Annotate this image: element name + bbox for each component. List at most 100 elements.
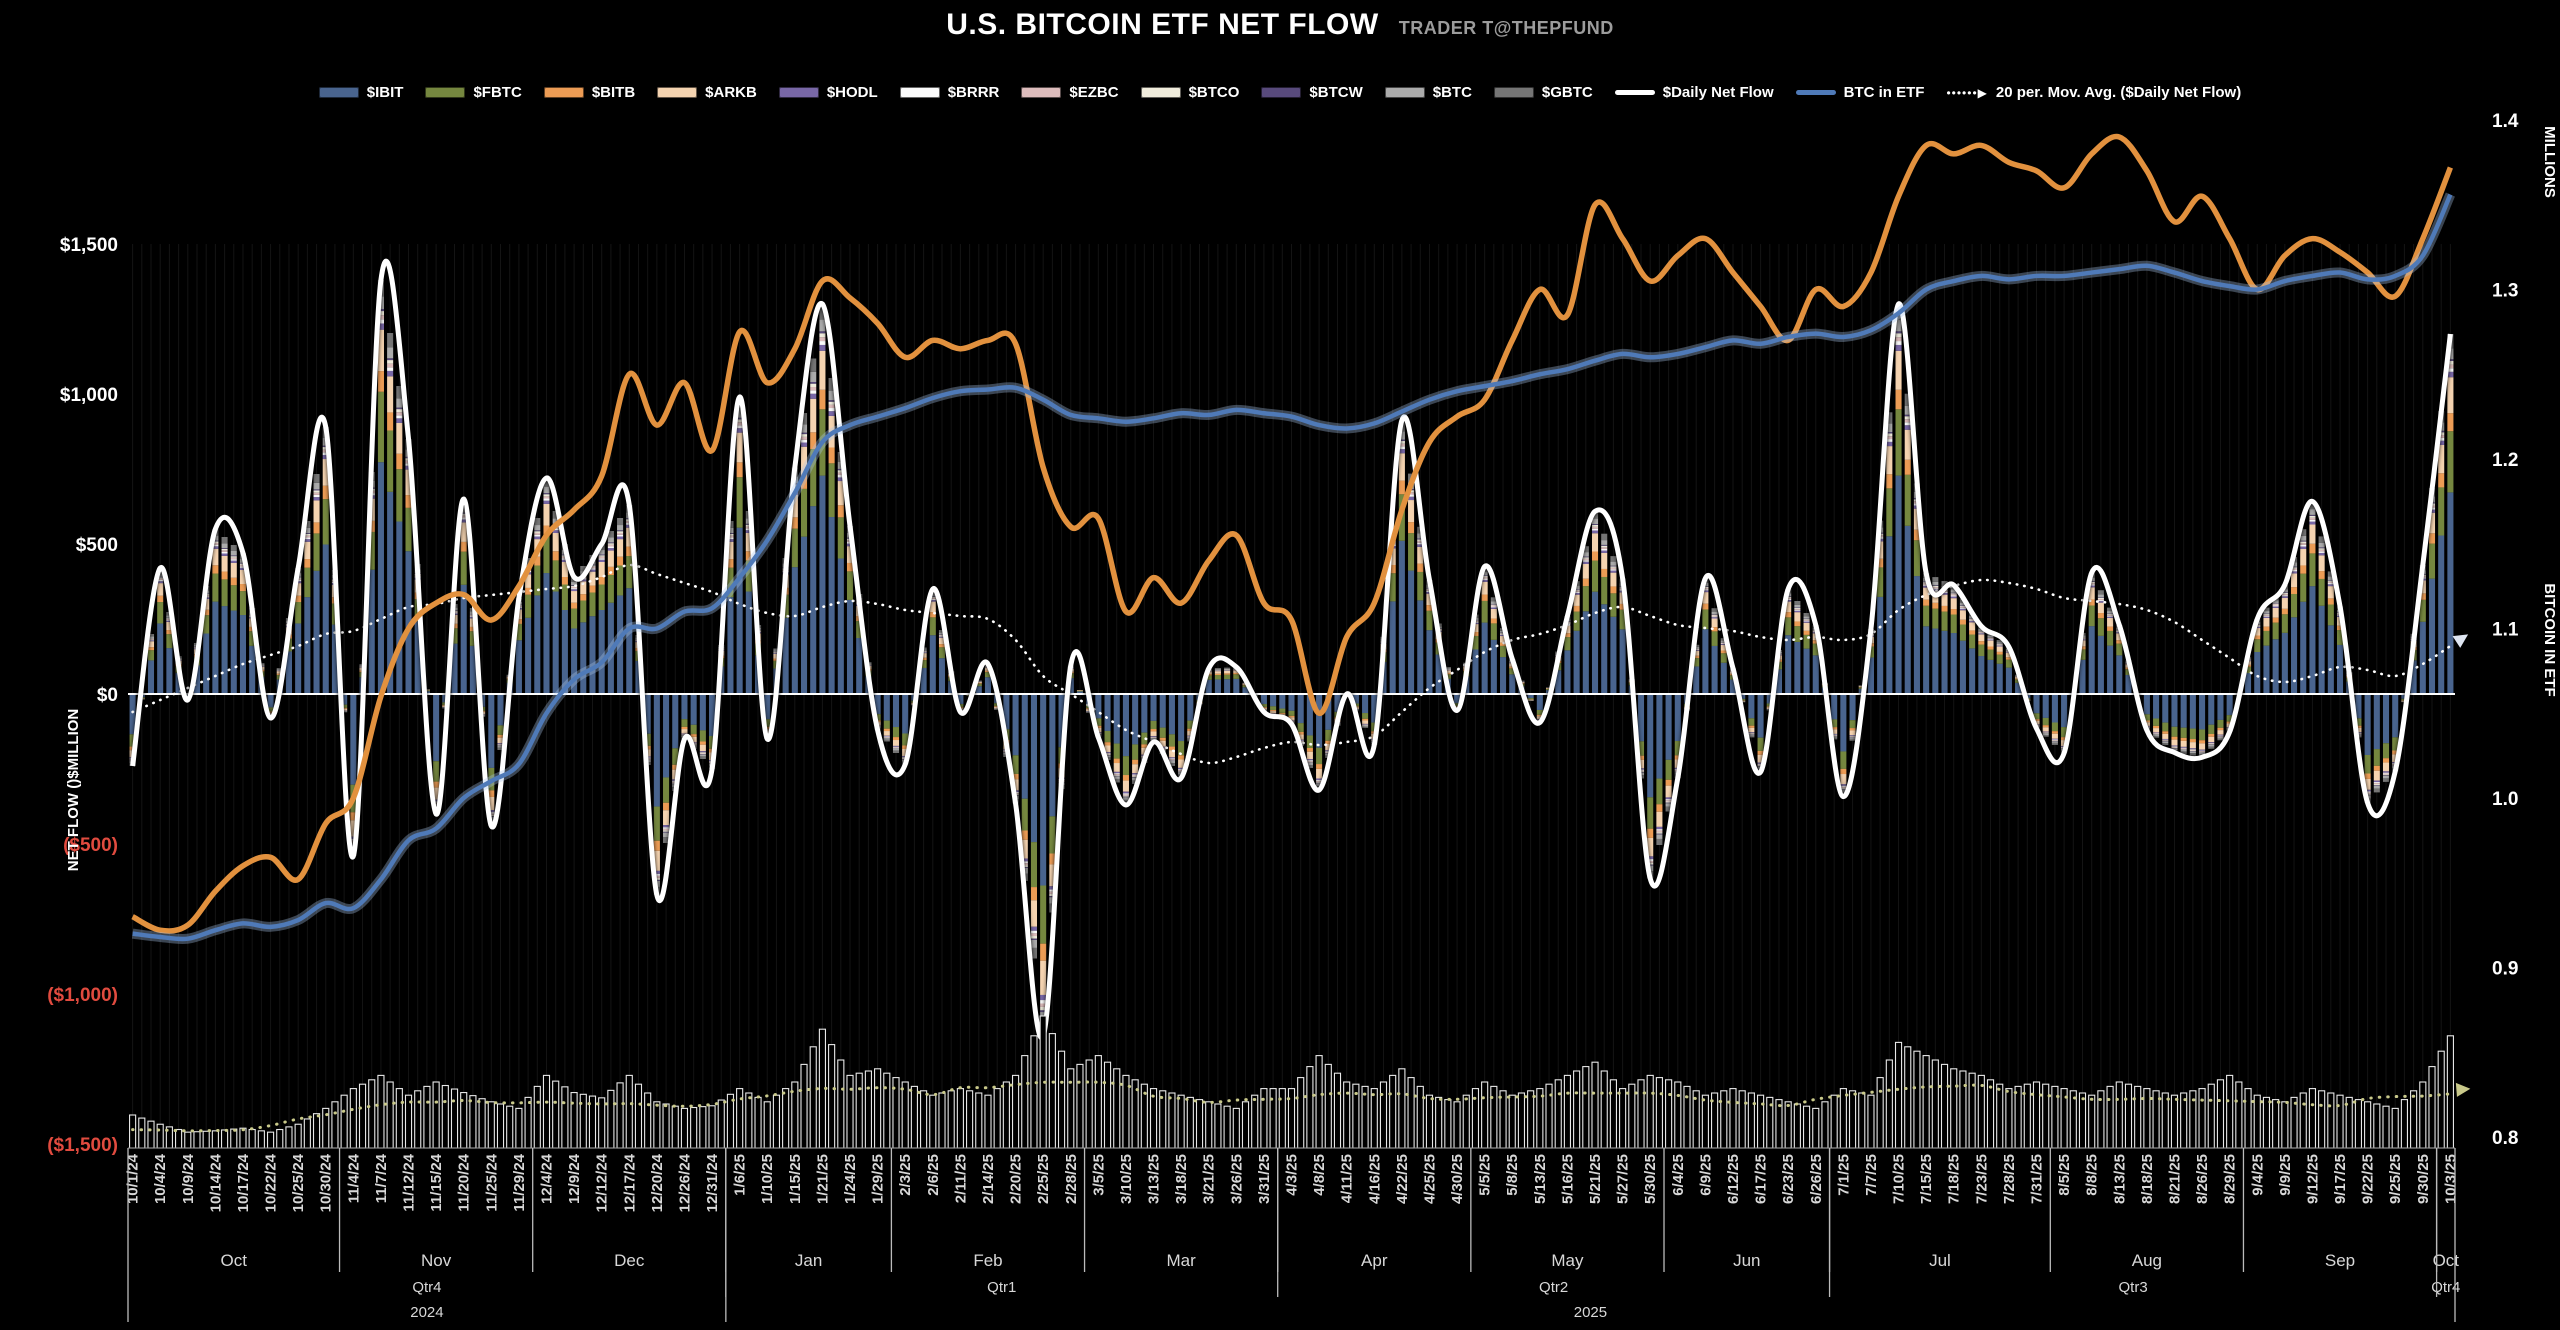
legend-swatch-dotted-arrow: ••••••▶: [1946, 85, 1988, 100]
legend-swatch-bar: [1384, 87, 1425, 98]
date-label: 9/22/25: [2360, 1154, 2377, 1204]
date-label: 3/5/25: [1090, 1154, 1107, 1196]
year-row-label: 2024: [410, 1304, 443, 1321]
right-axis-title-bitcoin-in-etf: BITCOIN IN ETF: [2541, 583, 2558, 696]
month-row-label: Nov: [421, 1251, 452, 1270]
date-label: 10/17/24: [235, 1153, 252, 1212]
date-label: 11/15/24: [428, 1153, 445, 1211]
year-row-label: 2025: [1574, 1304, 1607, 1321]
date-label: 5/21/25: [1587, 1154, 1604, 1204]
date-label: 3/21/25: [1201, 1154, 1218, 1204]
right-axis: 1.4 1.3 1.2 1.1 1.0 0.9 0.8 MILLIONS BITCOIN IN …: [2492, 111, 2558, 1149]
date-label: 2/20/25: [1008, 1154, 1025, 1204]
left-axis-tick-label: ($1,000): [47, 985, 118, 1006]
date-label: 8/13/25: [2111, 1154, 2128, 1204]
date-label: 7/15/25: [1918, 1154, 1935, 1204]
netflow-stacked-bars: [129, 280, 2454, 1036]
legend-item: $BTC: [1384, 84, 1472, 101]
date-label: 4/3/25: [1284, 1154, 1301, 1196]
month-row: Oct Nov Dec Jan Feb Mar Apr May Jun Jul Aug Sep Oct: [221, 1148, 2460, 1272]
mov-avg-arrow-icon: [2452, 634, 2469, 648]
daily-net-flow-line: [130, 258, 2453, 1041]
date-label: 12/31/24: [704, 1153, 721, 1212]
quarter-row-label: Qtr1: [987, 1279, 1016, 1296]
date-label: 3/26/25: [1228, 1154, 1245, 1204]
left-axis-tick-label: $500: [76, 535, 118, 556]
date-label: 4/25/25: [1421, 1154, 1438, 1204]
chart-legend: $IBIT $FBTC $BITB $ARKB $HODL $BRRR $EZBC $BTCO…: [0, 84, 2560, 101]
quarter-row-label: Qtr2: [1539, 1279, 1568, 1296]
month-row-label: Jun: [1733, 1251, 1760, 1270]
date-label: 10/1/24: [125, 1153, 142, 1204]
legend-label: $Daily Net Flow: [1662, 84, 1774, 101]
date-label: 4/11/25: [1339, 1154, 1356, 1203]
date-label: 4/16/25: [1366, 1154, 1383, 1204]
month-row-label: Sep: [2325, 1251, 2355, 1270]
date-label: 9/12/25: [2304, 1154, 2321, 1204]
date-label: 4/30/25: [1449, 1154, 1466, 1204]
date-label: 3/13/25: [1146, 1154, 1163, 1204]
legend-label: $FBTC: [473, 84, 522, 101]
date-label: 5/30/25: [1642, 1154, 1659, 1204]
title-bar: U.S. BITCOIN ETF NET FLOW TRADER T@THEPF…: [0, 8, 2560, 42]
legend-label: $BTCW: [1309, 84, 1363, 101]
date-label: 7/28/25: [2001, 1154, 2018, 1204]
legend-swatch-bar: [543, 87, 584, 98]
date-label: 11/29/24: [511, 1153, 528, 1211]
legend-swatch-bar: [778, 87, 819, 98]
left-axis-title: NET FLOW ()$MILLION: [65, 709, 82, 871]
volume-mov-avg-arrow-icon: [2455, 1082, 2471, 1097]
x-axis-date-labels: 10/1/24 10/4/24 10/9/24 10/14/24 10/17/24 10/…: [125, 1153, 2460, 1212]
date-label: 2/11/25: [952, 1154, 969, 1203]
date-label: 12/4/24: [538, 1153, 555, 1204]
date-label: 2/3/25: [897, 1154, 914, 1196]
month-row-label: Apr: [1361, 1251, 1388, 1270]
date-label: 5/13/25: [1532, 1154, 1549, 1204]
date-label: 5/16/25: [1559, 1154, 1576, 1204]
date-label: 10/30/24: [318, 1153, 335, 1212]
legend-label: $IBIT: [366, 84, 404, 101]
legend-swatch-bar: [1140, 87, 1181, 98]
legend-item: $BRRR: [899, 84, 1000, 101]
left-axis-tick-label: ($500): [63, 835, 118, 856]
quarter-row-label: Qtr3: [2118, 1279, 2147, 1296]
legend-swatch-line: [1795, 90, 1836, 95]
legend-swatch-bar: [899, 87, 940, 98]
date-label: 7/18/25: [1946, 1154, 1963, 1204]
legend-label: $BTC: [1432, 84, 1472, 101]
legend-swatch-bar: [1021, 87, 1062, 98]
quarter-row-label: Qtr4: [412, 1279, 441, 1296]
date-label: 1/24/25: [842, 1154, 859, 1204]
date-label: 7/1/25: [1835, 1154, 1852, 1196]
date-label: 10/3/25: [2442, 1154, 2459, 1204]
legend-label: $BTCO: [1188, 84, 1240, 101]
date-label: 11/7/24: [373, 1153, 390, 1203]
date-label: 12/17/24: [621, 1153, 638, 1212]
month-row-label: Aug: [2132, 1251, 2162, 1270]
month-row-label: Oct: [2433, 1251, 2460, 1270]
date-label: 6/23/25: [1780, 1154, 1797, 1204]
date-label: 1/6/25: [732, 1154, 749, 1196]
date-label: 9/17/25: [2332, 1154, 2349, 1204]
year-row: 2024 2025: [410, 1148, 1607, 1322]
legend-swatch-bar: [318, 87, 359, 98]
right-axis-tick-label: 1.1: [2492, 620, 2519, 641]
date-label: 12/20/24: [649, 1153, 666, 1212]
date-label: 10/25/24: [290, 1153, 307, 1212]
legend-item: $ARKB: [657, 84, 757, 101]
btc-in-etf-line: [132, 193, 2453, 942]
legend-label: $EZBC: [1069, 84, 1119, 101]
date-label: 9/25/25: [2387, 1154, 2404, 1204]
chart-subtitle: TRADER T@THEPFUND: [1398, 18, 1614, 38]
legend-label: $BITB: [591, 84, 636, 101]
date-label: 8/29/25: [2222, 1154, 2239, 1204]
legend-label: BTC in ETF: [1843, 84, 1925, 101]
date-label: 3/18/25: [1173, 1154, 1190, 1204]
right-axis-tick-label: 1.4: [2492, 111, 2519, 132]
date-label: 6/12/25: [1725, 1154, 1742, 1204]
date-label: 10/9/24: [180, 1153, 197, 1204]
date-label: 7/31/25: [2029, 1154, 2046, 1204]
date-label: 4/22/25: [1394, 1154, 1411, 1204]
legend-label: $BRRR: [947, 84, 1000, 101]
